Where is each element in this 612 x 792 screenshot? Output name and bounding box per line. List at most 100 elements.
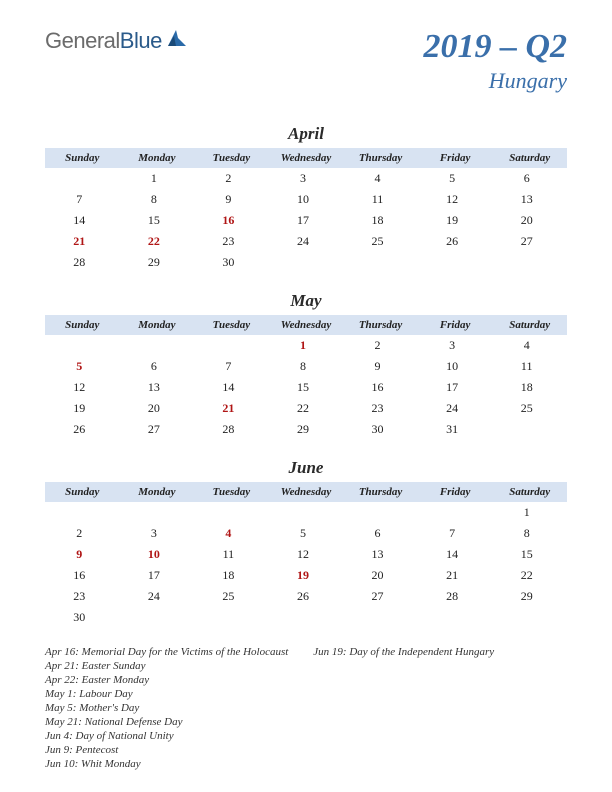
calendar-cell: 16 [45,565,120,586]
day-header: Sunday [45,315,120,335]
logo: GeneralBlue [45,28,188,54]
calendar-cell: 23 [194,231,269,252]
calendar-row: 123456 [45,168,567,189]
calendar-cell: 16 [343,377,418,398]
calendar-cell [45,502,120,523]
calendar-cell: 19 [418,210,493,231]
calendar-cell: 14 [45,210,120,231]
day-header: Monday [120,315,195,335]
month-name: June [45,458,567,478]
calendar-cell: 15 [120,210,195,231]
calendar-row: 16171819202122 [45,565,567,586]
day-header: Friday [418,315,493,335]
holiday-entry: May 1: Labour Day [45,688,288,700]
calendar-cell [269,252,344,273]
calendar-cell: 1 [120,168,195,189]
calendar-cell: 22 [492,565,567,586]
calendar-cell: 9 [194,189,269,210]
calendar-cell [269,502,344,523]
calendar-cell: 30 [194,252,269,273]
day-header: Tuesday [194,482,269,502]
calendar-cell: 18 [194,565,269,586]
calendar-cell: 23 [45,586,120,607]
calendar-cell: 20 [492,210,567,231]
calendar-cell [194,607,269,628]
day-header: Tuesday [194,148,269,168]
calendar-row: 19202122232425 [45,398,567,419]
calendar-cell: 16 [194,210,269,231]
calendar-cell: 8 [269,356,344,377]
day-header: Monday [120,482,195,502]
calendar-row: 78910111213 [45,189,567,210]
calendar-cell [343,502,418,523]
calendar-cell [492,607,567,628]
holiday-entry: Apr 21: Easter Sunday [45,660,288,672]
calendar-cell [269,607,344,628]
calendar-cell [120,502,195,523]
calendar-cell: 18 [492,377,567,398]
calendar-cell: 28 [194,419,269,440]
calendar-cell: 18 [343,210,418,231]
month-name: April [45,124,567,144]
day-header: Thursday [343,148,418,168]
calendar-cell [120,335,195,356]
day-header: Thursday [343,482,418,502]
calendar-cell: 4 [343,168,418,189]
calendar-cell: 28 [45,252,120,273]
calendar-cell: 21 [418,565,493,586]
holiday-entry: Jun 9: Pentecost [45,744,288,756]
calendar-cell: 3 [269,168,344,189]
calendar-row: 30 [45,607,567,628]
holiday-entry: Apr 22: Easter Monday [45,674,288,686]
calendar-cell: 27 [343,586,418,607]
calendar-cell [492,252,567,273]
calendar-cell: 6 [492,168,567,189]
calendar-cell [418,607,493,628]
calendar-cell: 14 [194,377,269,398]
day-header: Monday [120,148,195,168]
calendar-cell: 15 [492,544,567,565]
calendar-row: 9101112131415 [45,544,567,565]
calendar-cell: 30 [45,607,120,628]
calendar-table: SundayMondayTuesdayWednesdayThursdayFrid… [45,148,567,273]
holiday-entry: Apr 16: Memorial Day for the Victims of … [45,646,288,658]
calendar-cell: 19 [45,398,120,419]
calendar-table: SundayMondayTuesdayWednesdayThursdayFrid… [45,315,567,440]
calendar-cell: 22 [269,398,344,419]
holiday-entry: Jun 4: Day of National Unity [45,730,288,742]
calendar-cell: 13 [120,377,195,398]
calendar-cell: 10 [269,189,344,210]
day-header: Friday [418,482,493,502]
day-header: Sunday [45,482,120,502]
holiday-entry: May 5: Mother's Day [45,702,288,714]
calendar-cell [120,607,195,628]
calendar-cell: 14 [418,544,493,565]
holiday-entry: Jun 19: Day of the Independent Hungary [313,646,494,658]
calendar-cell: 12 [45,377,120,398]
title-block: 2019 – Q2 Hungary [423,28,567,94]
calendar-cell: 17 [120,565,195,586]
month-block: April SundayMondayTuesdayWednesdayThursda… [45,124,567,273]
calendar-cell: 21 [194,398,269,419]
calendar-cell: 26 [269,586,344,607]
calendar-cell: 24 [120,586,195,607]
calendar-row: 567891011 [45,356,567,377]
page-title: 2019 – Q2 [423,28,567,66]
calendar-cell: 6 [120,356,195,377]
calendar-cell: 11 [343,189,418,210]
logo-icon [166,28,188,54]
calendar-cell: 11 [492,356,567,377]
day-header: Friday [418,148,493,168]
holiday-entry: Jun 10: Whit Monday [45,758,288,770]
calendar-row: 1 [45,502,567,523]
calendar-cell: 25 [492,398,567,419]
calendar-cell: 1 [269,335,344,356]
calendar-cell [194,335,269,356]
day-header: Sunday [45,148,120,168]
calendar-cell: 27 [492,231,567,252]
calendar-cell: 20 [343,565,418,586]
calendar-cell: 27 [120,419,195,440]
calendar-cell: 9 [343,356,418,377]
day-header: Saturday [492,148,567,168]
calendar-row: 14151617181920 [45,210,567,231]
